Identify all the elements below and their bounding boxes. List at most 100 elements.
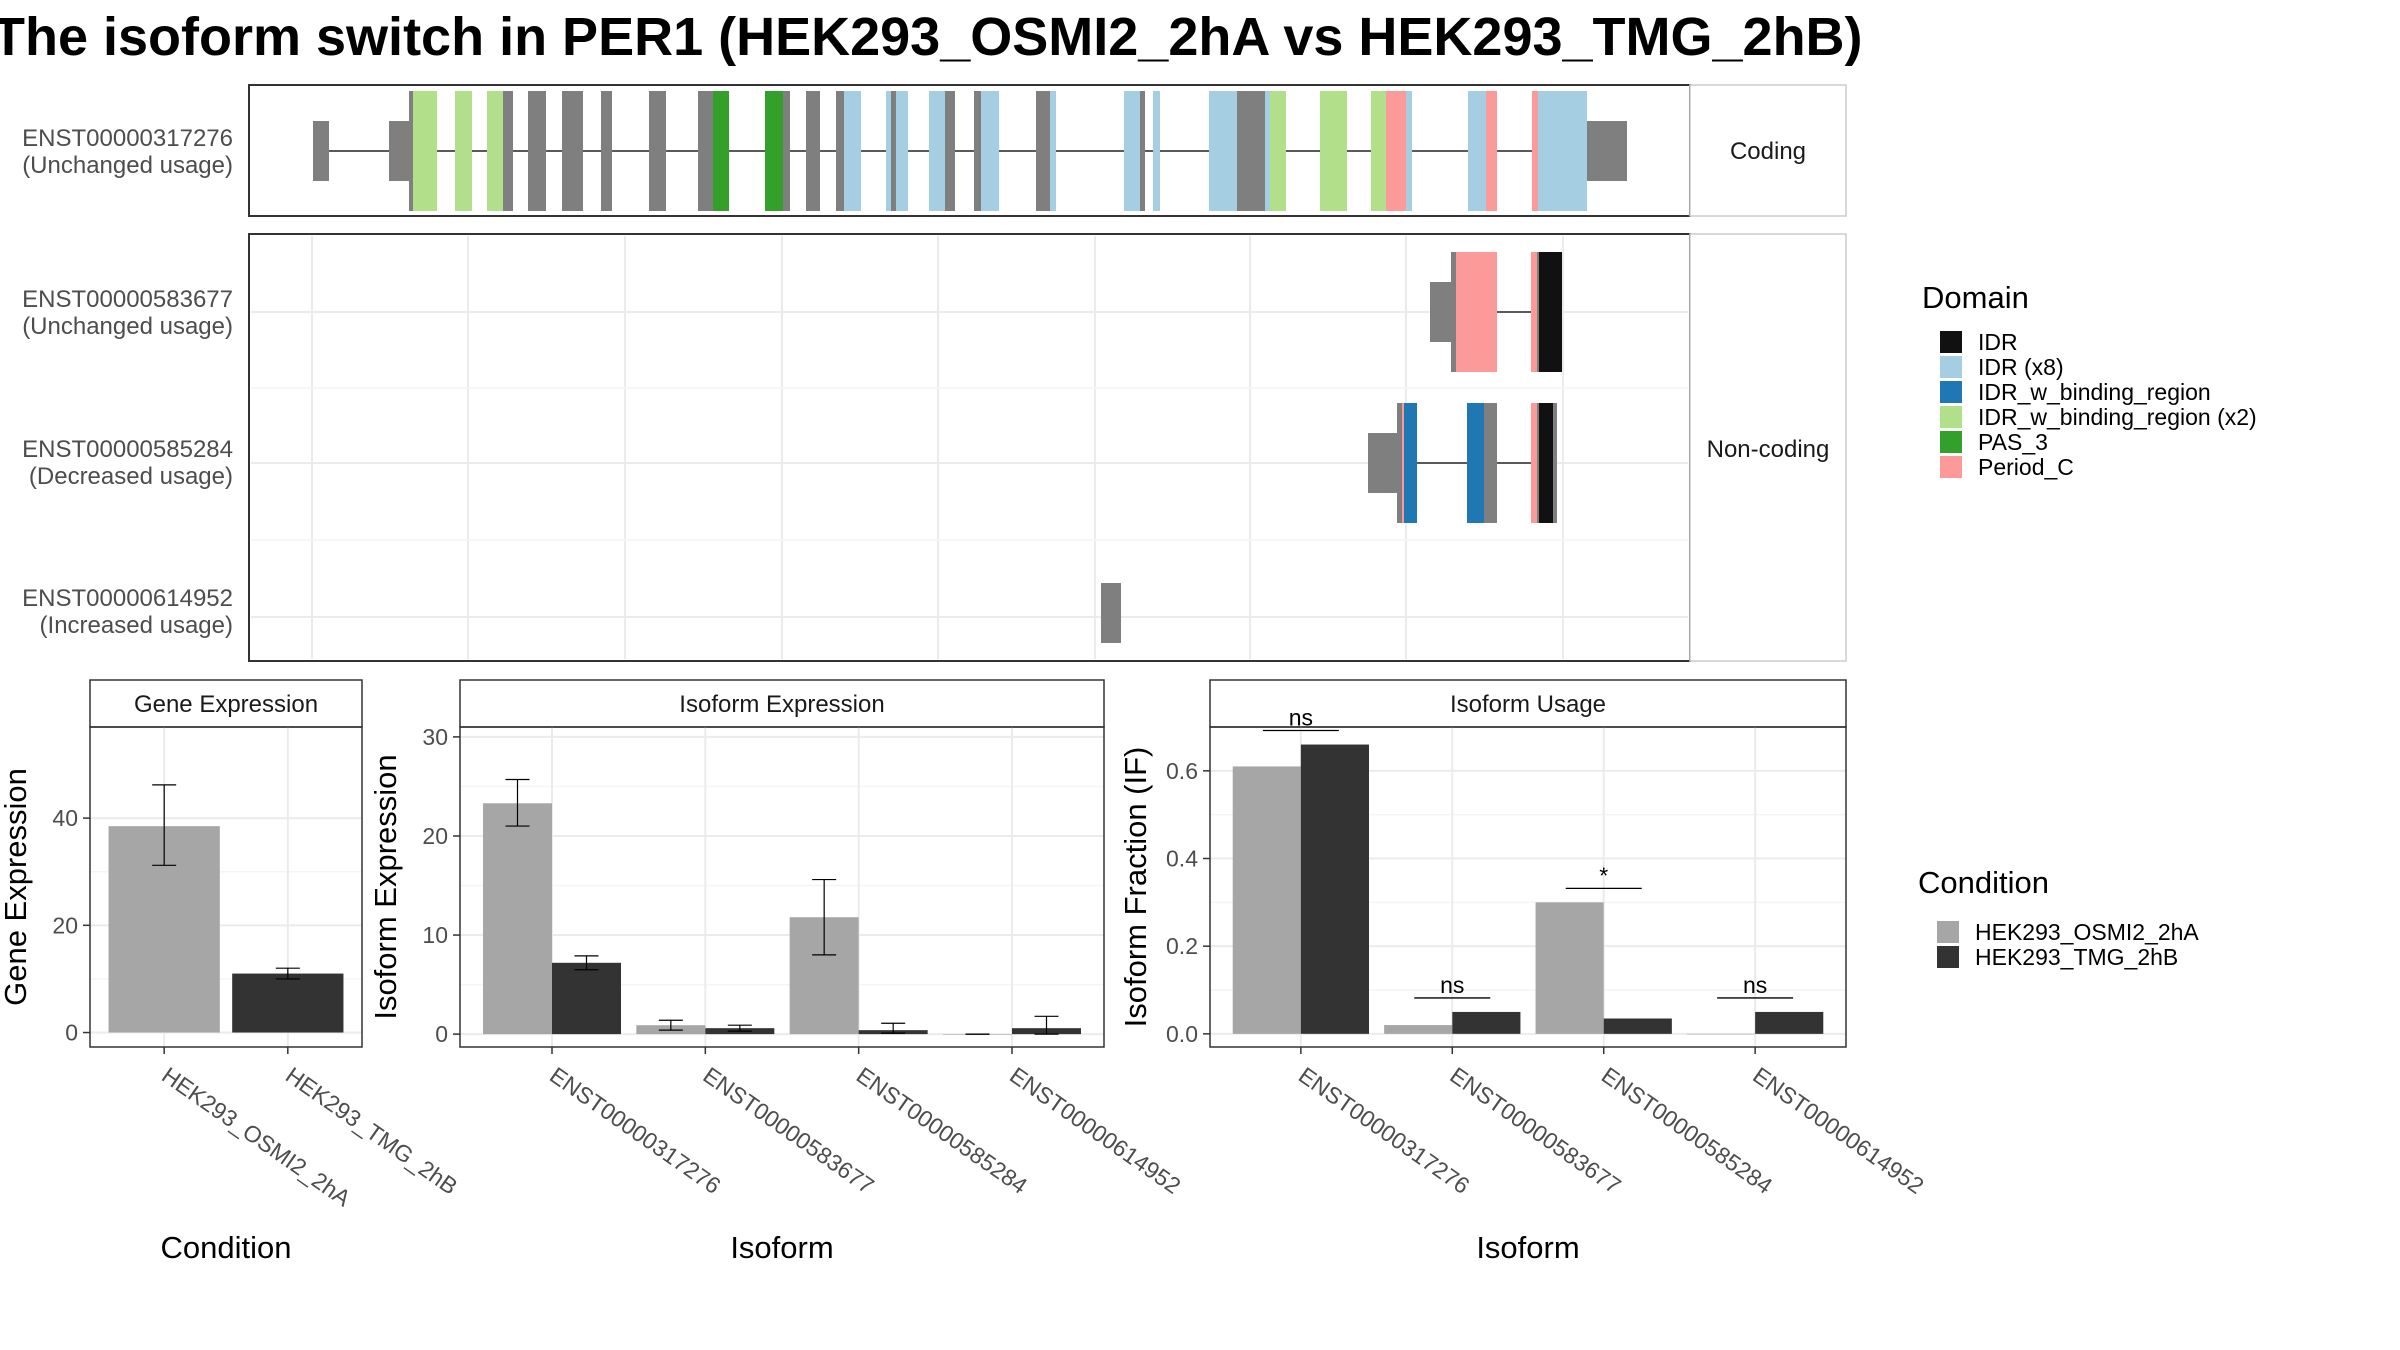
y-tick-label: 0: [435, 1021, 448, 1047]
bar: [483, 803, 552, 1035]
exon: [844, 91, 861, 211]
exon: [1451, 252, 1456, 372]
exon: [1532, 91, 1538, 211]
exon: [1539, 403, 1553, 523]
exon: [409, 91, 413, 211]
exon: [1386, 91, 1406, 211]
exon: [1320, 91, 1347, 211]
x-axis-title: Isoform: [730, 1230, 833, 1265]
plot-border: [1209, 726, 1847, 1048]
exon: [891, 91, 896, 211]
exon: [783, 91, 790, 211]
exon: [1153, 91, 1160, 211]
exon: [1467, 403, 1484, 523]
exon: [698, 91, 713, 211]
transcript-id-label: ENST00000585284: [22, 436, 233, 463]
legend-label: HEK293_TMG_2hB: [1975, 944, 2178, 970]
y-tick-label: 40: [52, 805, 78, 831]
legend-label: IDR_w_binding_region: [1978, 379, 2211, 405]
exon: [562, 91, 583, 211]
bar: [232, 973, 344, 1033]
y-tick-label: 20: [52, 912, 78, 938]
y-tick-label: 30: [422, 724, 448, 750]
panel-strip: [89, 679, 363, 728]
panel-title: Isoform Expression: [679, 691, 884, 718]
exon: [896, 91, 908, 211]
panel-title: Gene Expression: [134, 691, 318, 718]
bar: [1535, 902, 1604, 1034]
coding-strip-label: Coding: [1730, 138, 1806, 165]
bar: [1384, 1025, 1453, 1034]
exon: [806, 91, 820, 211]
exon: [503, 91, 513, 211]
transcript-status-label: (Unchanged usage): [22, 313, 233, 340]
transcript-status-label: (Unchanged usage): [22, 152, 233, 179]
panel-strip: [1209, 679, 1847, 728]
exon: [1050, 91, 1056, 211]
exon: [1371, 91, 1386, 211]
significance-label: ns: [1440, 972, 1464, 998]
legend-swatch: [1940, 456, 1962, 478]
exon: [649, 91, 666, 211]
exon: [836, 91, 844, 211]
transcript-tracks: [313, 91, 1627, 643]
exon: [1537, 252, 1539, 372]
bar: [1687, 1033, 1756, 1035]
exon: [1402, 403, 1404, 523]
legend-label: Period_C: [1978, 454, 2074, 480]
y-tick-label: 0.6: [1166, 758, 1198, 784]
exon: [528, 91, 546, 211]
y-axis-title: Isoform Expression: [368, 754, 403, 1019]
bar-chart-panel: Isoform Usagensns*ns0.00.20.40.6ENST0000…: [1118, 679, 1929, 1265]
legend-label: IDR (x8): [1978, 354, 2064, 380]
bar-charts: Gene Expression02040HEK293_OSMI2_2hAHEK2…: [0, 679, 1929, 1265]
bar: [1232, 766, 1301, 1034]
exon: [929, 91, 945, 211]
significance-label: *: [1599, 862, 1608, 888]
exon: [1456, 252, 1497, 372]
exon: [1404, 403, 1417, 523]
noncoding-strip: [1689, 233, 1847, 662]
y-tick-label: 0.0: [1166, 1021, 1198, 1047]
plot-border: [89, 726, 363, 1048]
exon: [1209, 91, 1237, 211]
exon: [1468, 91, 1486, 211]
legend-swatch: [1937, 921, 1959, 943]
y-axis-title: Gene Expression: [0, 768, 33, 1006]
bar: [1603, 1018, 1672, 1034]
transcript-id-label: ENST00000614952: [22, 585, 233, 612]
transcript-status-label: (Decreased usage): [29, 463, 233, 490]
x-axis-title: Isoform: [1476, 1230, 1579, 1265]
exon: [455, 91, 472, 211]
y-tick-label: 10: [422, 922, 448, 948]
domain-legend-title: Domain: [1922, 280, 2029, 315]
y-tick-label: 0.4: [1166, 846, 1198, 872]
coding-strip: [1689, 84, 1847, 217]
exon: [1368, 433, 1397, 493]
legend-label: PAS_3: [1978, 429, 2048, 455]
exon: [1553, 403, 1557, 523]
exon: [1531, 403, 1537, 523]
exon: [1484, 403, 1497, 523]
exon: [487, 91, 503, 211]
figure-title: The isoform switch in PER1 (HEK293_OSMI2…: [0, 7, 1863, 67]
exon: [1406, 91, 1412, 211]
bar: [1300, 744, 1369, 1034]
exon: [389, 121, 409, 181]
exon: [1531, 252, 1537, 372]
exon: [1430, 282, 1451, 342]
exon: [1397, 403, 1402, 523]
noncoding-strip-label: Non-coding: [1707, 436, 1830, 463]
transcript-structure-plot: Coding Non-coding ENST00000317276 (Uncha…: [22, 84, 1847, 662]
exon: [1587, 121, 1627, 181]
exon: [1237, 91, 1265, 211]
legend-swatch: [1940, 381, 1962, 403]
legend-label: HEK293_OSMI2_2hA: [1975, 919, 2199, 945]
legend-swatch: [1940, 331, 1962, 353]
exon: [313, 121, 329, 181]
transcript-id-label: ENST00000317276: [22, 125, 233, 152]
panel-title: Isoform Usage: [1450, 691, 1606, 718]
